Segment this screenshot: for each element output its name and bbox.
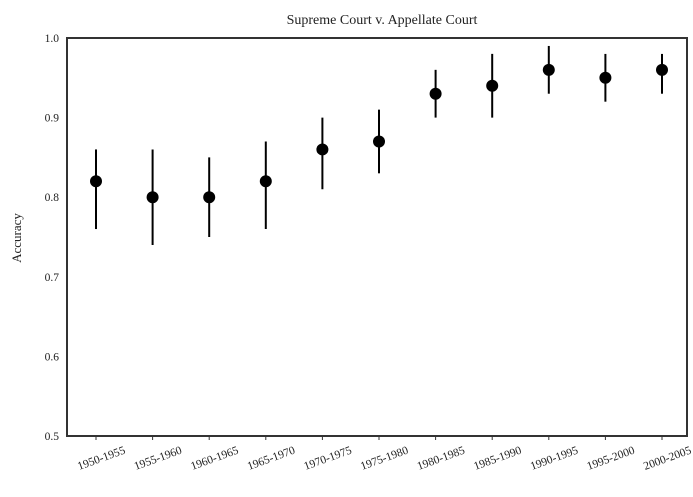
y-tick-label: 0.8 [45, 192, 60, 204]
x-tick-label: 1975-1980 [359, 444, 410, 472]
data-point [542, 63, 555, 76]
x-tick-label: 1950-1955 [76, 444, 127, 472]
plot-frame [66, 37, 688, 437]
y-axis-label: Accuracy [9, 213, 24, 263]
x-tick-label: 1970-1975 [302, 444, 353, 472]
x-axis-ticks: 1950-1955 1955-1960 1960-1965 1965-1970 1970… [76, 436, 693, 473]
y-tick-label: 0.6 [45, 351, 60, 363]
x-tick-label: 1980-1985 [416, 444, 467, 472]
data-point [146, 191, 159, 204]
y-tick-label: 0.9 [45, 113, 60, 125]
data-points [90, 63, 668, 204]
data-point [486, 79, 499, 92]
x-tick-label: 1985-1990 [472, 444, 523, 472]
x-tick-label: 1990-1995 [529, 444, 580, 472]
data-point [90, 175, 102, 188]
y-tick-label: 1.0 [45, 33, 60, 45]
x-tick-label: 2000-2005 [642, 444, 693, 472]
x-tick-label: 1965-1970 [246, 444, 297, 472]
data-point [656, 63, 668, 76]
data-point [373, 135, 385, 148]
x-tick-label: 1960-1965 [189, 444, 240, 472]
data-point [599, 71, 612, 84]
x-tick-label: 1995-2000 [585, 444, 636, 472]
x-tick-label: 1955-1960 [133, 444, 184, 472]
data-point [259, 175, 272, 188]
data-point [203, 191, 216, 204]
y-tick-label: 0.7 [45, 272, 60, 284]
y-axis-ticks: 0.5 0.6 0.7 0.8 0.9 1.0 [45, 33, 60, 443]
y-tick-label: 0.5 [45, 431, 60, 443]
data-point [316, 143, 329, 156]
data-point [429, 87, 442, 100]
chart-title: Supreme Court v. Appellate Court [287, 13, 478, 28]
